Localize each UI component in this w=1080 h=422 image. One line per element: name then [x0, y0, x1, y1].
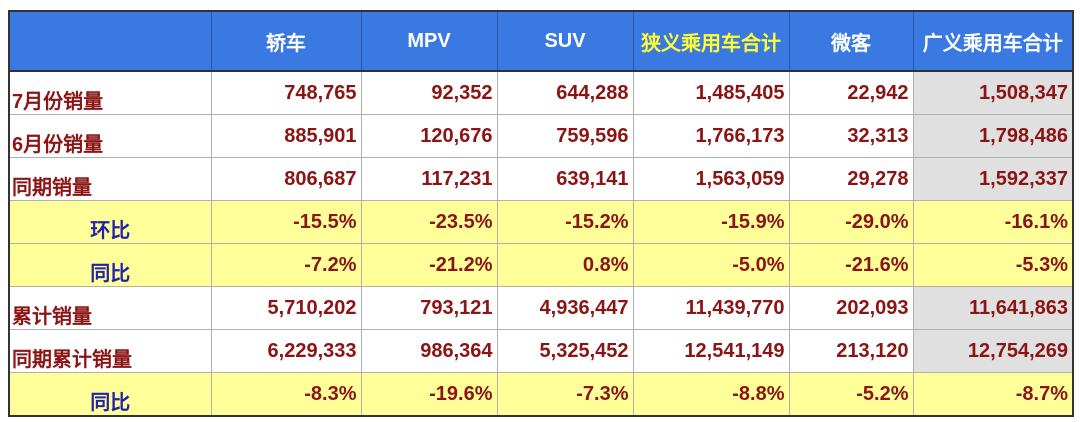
table-cell: 22,942	[788, 70, 914, 115]
table-cell: 1,563,059	[632, 157, 790, 201]
sales-table: 轿车 MPV SUV 狭义乘用车合计 微客 广义乘用车合计 7月份销量 748,7…	[8, 10, 1074, 417]
table-cell: -8.8%	[632, 372, 790, 417]
row-label: 累计销量	[8, 286, 212, 330]
header-suv: SUV	[496, 10, 634, 72]
table-cell: 1,592,337	[912, 157, 1074, 201]
table-row: 累计销量 5,710,202 793,121 4,936,447 11,439,770 2…	[8, 286, 1074, 330]
table-cell: -29.0%	[788, 200, 914, 244]
table-cell: -15.5%	[210, 200, 362, 244]
table-cell: 213,120	[788, 329, 914, 373]
table-cell: -19.6%	[360, 372, 498, 417]
table-cell: 32,313	[788, 114, 914, 158]
table-row: 同期累计销量 6,229,333 986,364 5,325,452 12,541,14…	[8, 329, 1074, 373]
table-cell: -5.0%	[632, 243, 790, 287]
table-cell: 644,288	[496, 70, 634, 115]
header-corner	[8, 10, 212, 72]
header-mpv: MPV	[360, 10, 498, 72]
table-cell: -15.9%	[632, 200, 790, 244]
table-cell: 793,121	[360, 286, 498, 330]
table-cell: 120,676	[360, 114, 498, 158]
row-label: 7月份销量	[8, 70, 212, 115]
table-cell: -5.2%	[788, 372, 914, 417]
table-cell: -5.3%	[912, 243, 1074, 287]
table-cell: 806,687	[210, 157, 362, 201]
table-cell: -23.5%	[360, 200, 498, 244]
table-cell: 202,093	[788, 286, 914, 330]
table-row: 同比 -7.2% -21.2% 0.8% -5.0% -21.6% -5.3%	[8, 243, 1074, 287]
table-cell: 117,231	[360, 157, 498, 201]
table-cell: 748,765	[210, 70, 362, 115]
table-cell: -7.2%	[210, 243, 362, 287]
table-cell: 1,485,405	[632, 70, 790, 115]
header-row: 轿车 MPV SUV 狭义乘用车合计 微客 广义乘用车合计	[8, 10, 1074, 72]
table-cell: 12,754,269	[912, 329, 1074, 373]
table-row: 环比 -15.5% -23.5% -15.2% -15.9% -29.0% -16.1%	[8, 200, 1074, 244]
table-cell: 92,352	[360, 70, 498, 115]
table-cell: 6,229,333	[210, 329, 362, 373]
table-cell: 885,901	[210, 114, 362, 158]
header-narrow-total: 狭义乘用车合计	[632, 10, 790, 72]
table-cell: 11,439,770	[632, 286, 790, 330]
row-label: 同比	[8, 243, 212, 287]
header-sedan: 轿车	[210, 10, 362, 72]
header-minivan: 微客	[788, 10, 914, 72]
table-cell: 11,641,863	[912, 286, 1074, 330]
table-row: 同期销量 806,687 117,231 639,141 1,563,059 29,278…	[8, 157, 1074, 201]
row-label: 同比	[8, 372, 212, 417]
table-cell: 29,278	[788, 157, 914, 201]
table-cell: 12,541,149	[632, 329, 790, 373]
table-row: 6月份销量 885,901 120,676 759,596 1,766,173 32,31…	[8, 114, 1074, 158]
row-label: 同期累计销量	[8, 329, 212, 373]
table-cell: 0.8%	[496, 243, 634, 287]
table-cell: 1,766,173	[632, 114, 790, 158]
table-row: 7月份销量 748,765 92,352 644,288 1,485,405 22,942…	[8, 70, 1074, 115]
table-cell: 1,798,486	[912, 114, 1074, 158]
row-label: 同期销量	[8, 157, 212, 201]
table-cell: 986,364	[360, 329, 498, 373]
table-cell: 639,141	[496, 157, 634, 201]
table-cell: -21.2%	[360, 243, 498, 287]
table-cell: -21.6%	[788, 243, 914, 287]
table-row: 同比 -8.3% -19.6% -7.3% -8.8% -5.2% -8.7%	[8, 372, 1074, 417]
table-cell: 5,710,202	[210, 286, 362, 330]
sales-table-container: 轿车 MPV SUV 狭义乘用车合计 微客 广义乘用车合计 7月份销量 748,7…	[8, 10, 1074, 417]
table-cell: -7.3%	[496, 372, 634, 417]
table-cell: -15.2%	[496, 200, 634, 244]
table-cell: 759,596	[496, 114, 634, 158]
table-cell: -16.1%	[912, 200, 1074, 244]
table-cell: -8.7%	[912, 372, 1074, 417]
row-label: 6月份销量	[8, 114, 212, 158]
row-label: 环比	[8, 200, 212, 244]
header-broad-total: 广义乘用车合计	[912, 10, 1074, 72]
table-cell: 1,508,347	[912, 70, 1074, 115]
table-cell: -8.3%	[210, 372, 362, 417]
table-cell: 5,325,452	[496, 329, 634, 373]
table-cell: 4,936,447	[496, 286, 634, 330]
